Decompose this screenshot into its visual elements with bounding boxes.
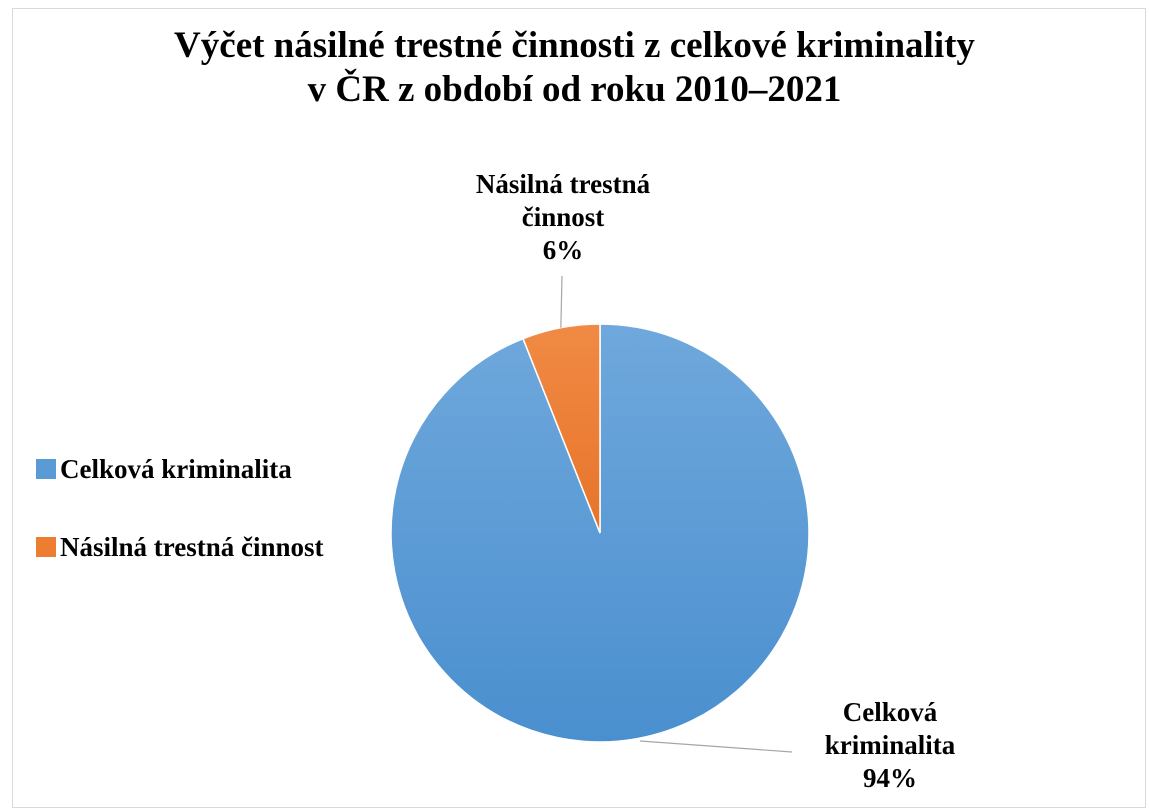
pie-slice-nasilna-trestna-cinnost [522,323,601,534]
legend-item-celkova-kriminalita: Celková kriminalita [36,452,324,486]
data-label-name-line-1: Násilná trestná [475,169,651,199]
chart-title-line-1: Výčet násilné trestné činnosti z celkové… [174,25,975,66]
legend: Celková kriminalita Násilná trestná činn… [36,452,324,608]
data-label-celkova-kriminalita: Celková kriminalita 94% [760,696,1020,795]
chart-title: Výčet násilné trestné činnosti z celkové… [0,24,1149,112]
leader-line-celkova-kriminalita [639,740,793,753]
data-label-name-line-1: Celková [842,697,938,727]
data-label-percent: 94% [863,763,917,793]
legend-label: Násilná trestná činnost [60,531,324,562]
legend-item-nasilna-trestna-cinnost: Násilná trestná činnost [36,530,324,564]
legend-label: Celková kriminalita [60,453,292,484]
data-label-name-line-2: kriminalita [824,730,956,760]
legend-swatch-celkova-kriminalita [36,459,56,479]
data-label-percent: 6% [542,235,584,265]
chart-title-line-2: v ČR z období od roku 2010–2021 [307,69,842,110]
data-label-nasilna-trestna-cinnost: Násilná trestná činnost 6% [398,168,728,267]
leader-line-nasilna-trestna-cinnost [560,275,563,328]
data-label-name-line-2: činnost [521,202,605,232]
legend-swatch-nasilna-trestna-cinnost [36,537,56,557]
